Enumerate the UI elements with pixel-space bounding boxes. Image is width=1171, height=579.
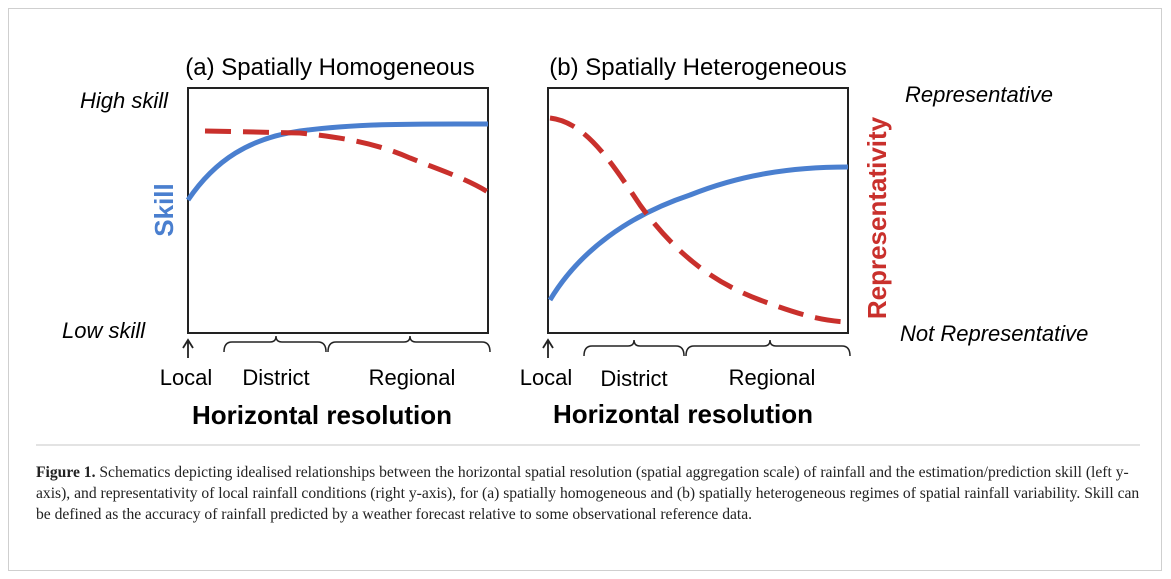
axis-bottom-label: Not Representative: [900, 321, 1088, 346]
panel-title: (a) Spatially Homogeneous: [185, 54, 475, 81]
x-label: Local: [520, 365, 573, 390]
caption-label: Figure 1.: [36, 464, 96, 481]
panel-box: [187, 87, 489, 334]
frame: [8, 8, 1162, 571]
x-label: Local: [160, 365, 213, 390]
x-label: District: [242, 365, 309, 390]
representativity-curve: [549, 115, 853, 325]
representativity-curve: [204, 128, 490, 195]
local-arrow: [542, 338, 554, 358]
x-label: Regional: [369, 365, 456, 390]
local-arrow: [182, 338, 194, 358]
x-label: Regional: [729, 365, 816, 390]
bracket: [583, 339, 685, 357]
panel-title: (b) Spatially Heterogeneous: [549, 54, 847, 81]
x-title: Horizontal resolution: [192, 400, 452, 430]
axis-top-label: High skill: [80, 88, 169, 113]
axis-top-label: Representative: [905, 82, 1053, 107]
bracket: [223, 335, 327, 353]
panel-box: [547, 87, 849, 334]
caption: Figure 1. Schematics depicting idealised…: [36, 462, 1146, 525]
caption-text: Schematics depicting idealised relations…: [36, 464, 1140, 523]
figure-area: [36, 35, 1140, 445]
skill-curve: [547, 164, 849, 302]
bracket: [685, 339, 851, 357]
axis-bottom-label: Low skill: [62, 318, 146, 343]
axis-title: Representativity: [862, 116, 892, 319]
x-title: Horizontal resolution: [553, 399, 813, 429]
bracket: [327, 335, 491, 353]
x-label: District: [600, 366, 667, 391]
axis-title: Skill: [149, 183, 179, 236]
